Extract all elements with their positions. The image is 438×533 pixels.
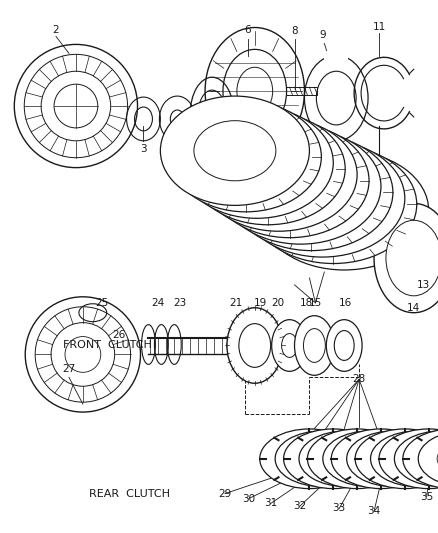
Text: 11: 11 — [371, 21, 385, 31]
Text: 26: 26 — [112, 329, 125, 340]
Ellipse shape — [239, 140, 404, 257]
Text: 25: 25 — [95, 298, 108, 308]
Ellipse shape — [275, 431, 367, 487]
Text: 13: 13 — [416, 280, 429, 290]
Text: REAR  CLUTCH: REAR CLUTCH — [88, 489, 170, 498]
Text: 21: 21 — [229, 298, 242, 308]
Ellipse shape — [417, 431, 438, 487]
Ellipse shape — [325, 320, 361, 372]
Ellipse shape — [402, 429, 438, 489]
Text: 28: 28 — [352, 374, 365, 384]
Ellipse shape — [354, 429, 438, 489]
Ellipse shape — [226, 308, 282, 383]
Text: 32: 32 — [292, 502, 305, 512]
Text: 35: 35 — [419, 491, 432, 502]
Ellipse shape — [393, 431, 438, 487]
Ellipse shape — [322, 431, 414, 487]
Ellipse shape — [230, 134, 392, 251]
Text: 24: 24 — [150, 298, 164, 308]
Ellipse shape — [373, 204, 438, 313]
Ellipse shape — [385, 220, 438, 296]
Ellipse shape — [249, 146, 416, 263]
Ellipse shape — [298, 431, 391, 487]
Ellipse shape — [378, 429, 438, 489]
Text: 16: 16 — [338, 298, 351, 308]
Ellipse shape — [170, 102, 321, 212]
Ellipse shape — [209, 124, 368, 238]
Ellipse shape — [259, 429, 358, 489]
Text: 23: 23 — [173, 298, 187, 308]
Text: 2: 2 — [53, 25, 59, 35]
Text: 9: 9 — [318, 30, 325, 41]
Ellipse shape — [219, 129, 380, 244]
Ellipse shape — [307, 429, 406, 489]
Text: 33: 33 — [332, 504, 345, 513]
Ellipse shape — [331, 429, 430, 489]
Text: 12: 12 — [261, 174, 274, 183]
Text: 20: 20 — [270, 298, 283, 308]
Text: 18: 18 — [299, 298, 312, 308]
Text: 8: 8 — [290, 27, 297, 36]
Ellipse shape — [283, 429, 382, 489]
Ellipse shape — [370, 431, 438, 487]
Ellipse shape — [190, 112, 344, 225]
Text: 19: 19 — [254, 298, 267, 308]
Bar — [324, 51, 347, 61]
Ellipse shape — [294, 316, 333, 375]
Text: 31: 31 — [263, 498, 277, 508]
Text: 6: 6 — [244, 25, 251, 35]
Text: 27: 27 — [62, 365, 75, 374]
Text: 3: 3 — [140, 144, 146, 154]
Text: FRONT  CLUTCH: FRONT CLUTCH — [63, 340, 152, 350]
Ellipse shape — [180, 107, 332, 219]
Ellipse shape — [259, 151, 427, 270]
Ellipse shape — [271, 320, 307, 372]
Ellipse shape — [346, 431, 438, 487]
Text: 14: 14 — [406, 303, 420, 313]
Text: 30: 30 — [242, 494, 255, 504]
Text: 34: 34 — [367, 506, 380, 516]
Text: 4: 4 — [173, 149, 179, 159]
Text: 15: 15 — [308, 298, 321, 308]
Text: 5: 5 — [206, 148, 213, 158]
Bar — [285, 87, 317, 95]
Ellipse shape — [200, 118, 356, 231]
Text: 29: 29 — [218, 489, 231, 498]
Ellipse shape — [160, 96, 309, 205]
